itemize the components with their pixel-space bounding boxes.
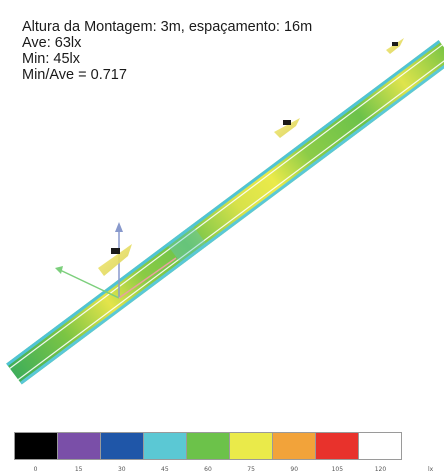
legend-label: 60 [204, 466, 212, 473]
minimum-illuminance-text: Min: 45lx [22, 51, 81, 67]
legend-label: 90 [290, 466, 299, 473]
axis-x-line [118, 257, 177, 299]
color-scale-labels: 0 15 30 45 60 75 90 105 120 [14, 466, 402, 476]
color-scale-legend [14, 432, 402, 460]
legend-swatch-3 [144, 433, 187, 459]
lane-line-lower [17, 55, 444, 381]
legend-swatch-6 [273, 433, 316, 459]
luminaire-2 [274, 118, 300, 138]
road-edge-top [6, 40, 441, 366]
luminaire-3 [386, 38, 404, 54]
legend-label: 105 [331, 466, 344, 473]
legend-label: 0 [33, 466, 38, 473]
uniformity-ratio-text: Min/Ave = 0.717 [22, 67, 127, 83]
road-edge-bottom [19, 58, 444, 385]
illuminance-summary: Altura da Montagem: 3m, espaçamento: 16m… [22, 19, 312, 83]
axis-y-line [59, 269, 120, 299]
luminaire-2-beam [274, 118, 300, 138]
road-strip [6, 40, 444, 385]
legend-swatch-8 [359, 433, 401, 459]
legend-label: 75 [247, 466, 255, 473]
legend-label: 120 [374, 466, 387, 473]
luminaire-1-beam [98, 244, 132, 276]
legend-swatch-0 [15, 433, 58, 459]
average-illuminance-text: Ave: 63lx [22, 35, 82, 51]
luminaire-1-head [111, 248, 120, 254]
lane-line-upper [9, 44, 443, 369]
legend-label: 15 [74, 466, 83, 473]
luminaire-1 [98, 244, 132, 276]
legend-label: 45 [161, 466, 169, 473]
road-cool-patch [166, 224, 208, 265]
luminaire-2-head [283, 120, 291, 125]
legend-swatch-1 [58, 433, 101, 459]
legend-label: 30 [117, 466, 126, 473]
legend-swatch-7 [316, 433, 359, 459]
road-illuminance-svg [6, 38, 444, 385]
legend-swatch-2 [101, 433, 144, 459]
luminaire-3-head [392, 42, 398, 46]
legend-swatch-5 [230, 433, 273, 459]
axis-y-arrow [55, 266, 63, 274]
illuminance-render-view [6, 38, 444, 385]
mounting-height-spacing-text: Altura da Montagem: 3m, espaçamento: 16m [22, 19, 313, 35]
color-scale-unit: lx [428, 466, 434, 473]
legend-swatch-4 [187, 433, 230, 459]
road-surface [6, 40, 444, 385]
axis-z-arrow [115, 222, 123, 232]
